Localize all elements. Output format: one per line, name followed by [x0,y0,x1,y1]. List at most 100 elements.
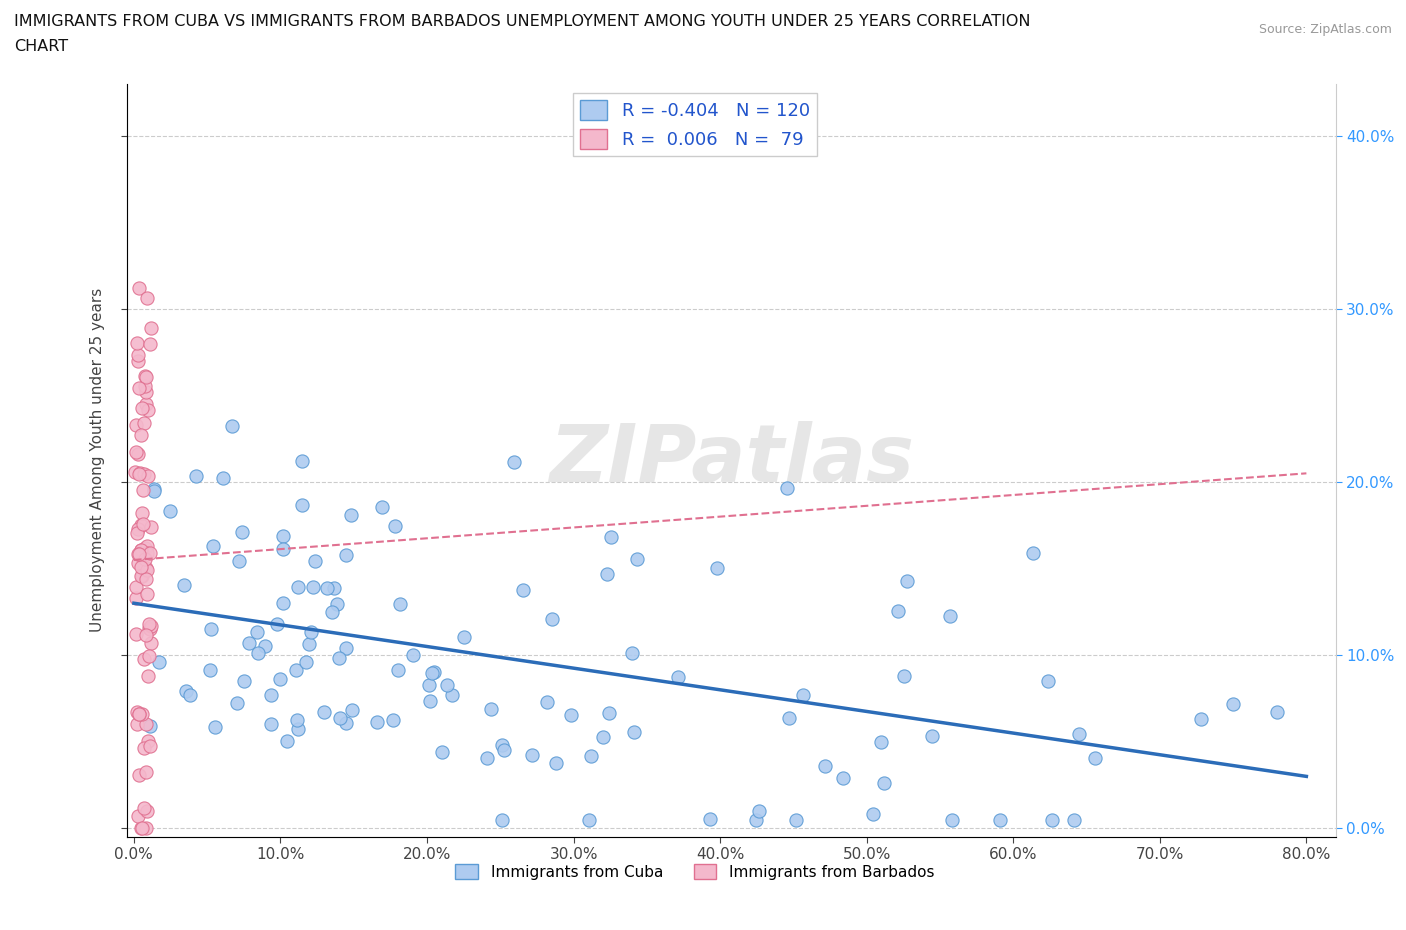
Point [1222,697,1244,711]
Point [423,665,446,680]
Point [186,468,208,483]
Point [291,498,314,512]
Point [893,669,915,684]
Point [135,627,157,642]
Point [139,718,162,733]
Point [135,717,157,732]
Point [226,696,249,711]
Point [139,546,162,561]
Point [419,694,441,709]
Point [136,668,159,683]
Point [873,776,896,790]
Point [304,553,326,568]
Point [127,809,149,824]
Point [134,416,156,431]
Point [127,446,149,461]
Point [1063,812,1085,827]
Point [546,755,568,770]
Point [560,708,582,723]
Point [134,801,156,816]
Point [297,636,319,651]
Point [221,418,243,433]
Point [141,636,163,651]
Point [135,546,157,561]
Point [321,604,343,619]
Point [491,812,513,827]
Point [135,563,157,578]
Point [143,482,166,497]
Point [325,596,347,611]
Point [139,337,162,352]
Point [129,542,152,557]
Point [131,400,153,415]
Point [134,652,156,667]
Point [138,649,160,664]
Point [287,580,309,595]
Point [125,579,148,594]
Point [131,821,153,836]
Point [941,812,963,827]
Point [541,612,564,627]
Point [340,508,363,523]
Point [814,758,837,773]
Point [135,291,157,306]
Point [938,609,960,624]
Point [366,714,388,729]
Point [131,542,153,557]
Point [124,464,146,479]
Point [592,730,614,745]
Point [131,569,153,584]
Point [578,812,600,827]
Point [1067,726,1090,741]
Point [129,568,152,583]
Point [388,597,411,612]
Point [831,770,853,785]
Y-axis label: Unemployment Among Youth under 25 years: Unemployment Among Youth under 25 years [90,288,105,632]
Point [598,706,620,721]
Point [138,734,160,749]
Point [745,812,768,827]
Point [271,528,294,543]
Point [778,711,800,725]
Point [135,385,157,400]
Point [127,546,149,561]
Point [135,396,157,411]
Point [621,645,644,660]
Point [886,604,908,618]
Point [135,370,157,385]
Text: IMMIGRANTS FROM CUBA VS IMMIGRANTS FROM BARBADOS UNEMPLOYMENT AMONG YOUTH UNDER : IMMIGRANTS FROM CUBA VS IMMIGRANTS FROM … [14,14,1031,29]
Point [453,630,475,644]
Point [246,645,269,660]
Point [129,560,152,575]
Point [342,702,364,717]
Point [596,566,619,581]
Point [623,724,645,739]
Point [136,586,159,601]
Point [430,744,453,759]
Point [785,812,807,827]
Point [441,687,464,702]
Point [174,684,197,698]
Point [125,627,148,642]
Point [132,466,155,481]
Point [128,707,150,722]
Point [491,737,513,752]
Point [418,677,440,692]
Legend: Immigrants from Cuba, Immigrants from Barbados: Immigrants from Cuba, Immigrants from Ba… [450,857,941,886]
Point [128,280,150,295]
Text: ZIPatlas: ZIPatlas [548,421,914,499]
Point [316,580,339,595]
Point [494,742,516,757]
Point [335,640,357,655]
Point [139,739,162,754]
Point [125,418,148,432]
Point [141,618,163,633]
Text: CHART: CHART [14,39,67,54]
Point [896,574,918,589]
Point [128,707,150,722]
Point [260,716,283,731]
Text: Source: ZipAtlas.com: Source: ZipAtlas.com [1258,23,1392,36]
Point [666,670,689,684]
Point [1084,751,1107,765]
Point [988,812,1011,827]
